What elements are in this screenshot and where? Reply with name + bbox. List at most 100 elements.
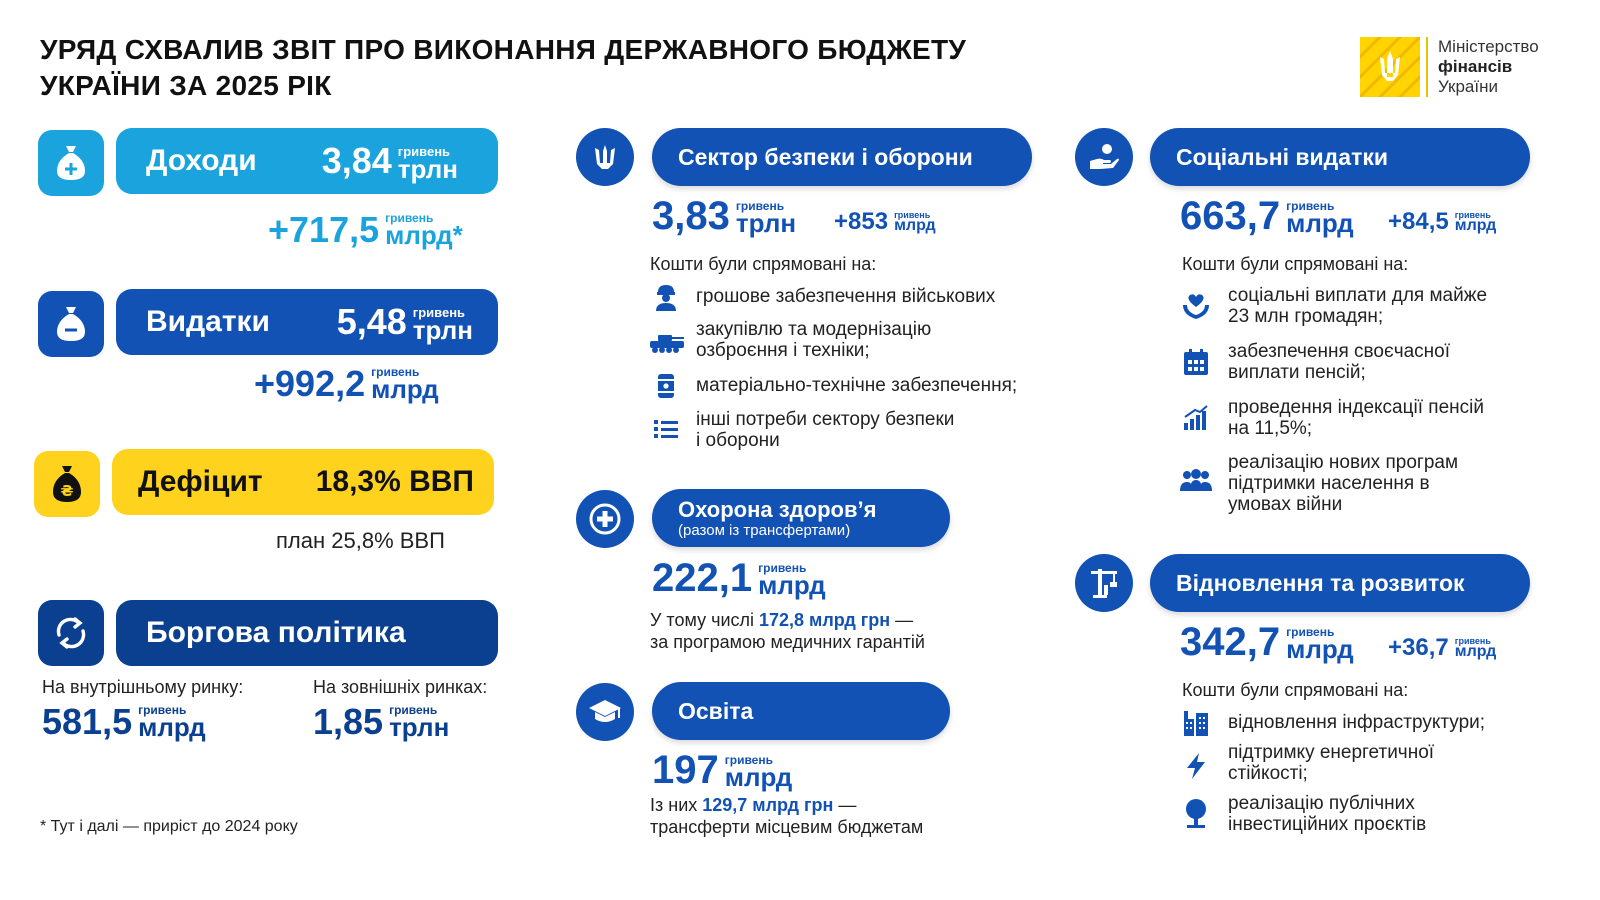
defense-title: Сектор безпеки і оборони	[652, 128, 1032, 186]
recovery-item-1: відновлення інфраструктури;	[1228, 712, 1485, 733]
money-bag-plus-icon	[38, 130, 104, 196]
currency-label: гривень	[1286, 625, 1335, 639]
debt-label: Боргова політика	[146, 616, 406, 649]
debt-bar: Боргова політика	[116, 600, 498, 666]
graduation-cap-icon	[576, 683, 634, 741]
defense-item-4: інші потреби сектору безпеки і оборони	[696, 409, 954, 451]
defense-item-3: матеріально-технічне забезпечення;	[696, 375, 1017, 396]
recovery-increase: +36,7 гривень млрд	[1388, 636, 1496, 660]
deficit-plan: план 25,8% ВВП	[276, 528, 445, 553]
debt-domestic-amount: 581,5	[42, 701, 133, 742]
revenue-increase-unit: млрд*	[385, 220, 463, 250]
deficit-value: 18,3% ВВП	[315, 465, 474, 498]
svg-text:₴: ₴	[61, 482, 74, 500]
social-item-3-line2: на 11,5%;	[1228, 418, 1313, 439]
crane-icon	[1075, 554, 1133, 612]
currency-label: гривень	[1454, 210, 1491, 220]
tree-icon	[1180, 798, 1212, 830]
defense-item-3-text: матеріально-технічне забезпечення;	[696, 375, 1018, 396]
page-title-line2: УКРАЇНИ ЗА 2025 РІК	[40, 70, 332, 101]
health-note-suffix: —	[890, 610, 914, 630]
deficit-bar: Дефіцит 18,3% ВВП	[112, 449, 494, 515]
defense-increase-amount: +853	[834, 208, 889, 235]
defense-value: 3,83 гривень трлн	[652, 196, 796, 236]
revenue-amount: 3,84	[321, 140, 392, 181]
recovery-amount: 342,7	[1180, 620, 1281, 664]
recovery-value: 342,7 гривень млрд	[1180, 622, 1354, 662]
hand-care-icon	[1075, 128, 1133, 186]
revenue-unit: трлн	[397, 154, 458, 184]
social-item-4: реалізацію нових програм підтримки насел…	[1228, 452, 1458, 515]
social-item-4-line2: підтримки населення в	[1228, 473, 1430, 494]
education-note: Із них 129,7 млрд грн — трансферти місце…	[650, 794, 923, 838]
education-title: Освіта	[652, 682, 950, 740]
currency-label: гривень	[138, 703, 187, 717]
defense-item-2-line2: озброєння і техніки;	[696, 340, 870, 361]
currency-label: гривень	[758, 561, 807, 575]
logo-divider	[1426, 37, 1428, 97]
debt-domestic-value: 581,5 гривень млрд	[42, 701, 206, 742]
debt-domestic-label: На внутрішньому ринку:	[42, 677, 244, 697]
page-title: УРЯД СХВАЛИВ ЗВІТ ПРО ВИКОНАННЯ ДЕРЖАВНО…	[40, 32, 1160, 104]
health-title: Охорона здоров’я	[678, 496, 877, 522]
social-item-3: проведення індексації пенсій на 11,5%;	[1228, 397, 1484, 439]
currency-label: гривень	[1454, 636, 1491, 646]
education-note-highlight: 129,7 млрд грн	[702, 795, 834, 815]
recovery-item-3: реалізацію публічних інвестиційних проєк…	[1228, 793, 1426, 835]
calendar-icon	[1180, 346, 1212, 378]
currency-label: гривень	[371, 365, 420, 379]
recovery-increase-unit: млрд	[1454, 643, 1497, 660]
recovery-item-2-line2: стійкості;	[1228, 763, 1308, 784]
recovery-item-1-text: відновлення інфраструктури;	[1228, 712, 1486, 733]
education-unit: млрд	[724, 762, 793, 792]
health-unit: млрд	[758, 570, 826, 600]
buildings-icon	[1180, 707, 1212, 739]
trident-icon	[576, 128, 634, 186]
recovery-item-3-line2: інвестиційних проєктів	[1228, 814, 1427, 835]
social-item-2: забезпечення своєчасної виплати пенсій;	[1228, 341, 1450, 383]
debt-external-label: На зовнішніх ринках:	[313, 677, 488, 697]
education-note-suffix: —	[833, 795, 857, 815]
expenditure-increase-amount: +992,2	[254, 363, 366, 404]
social-increase-amount: +84,5	[1388, 208, 1449, 235]
currency-label: гривень	[397, 144, 451, 159]
social-directed-label: Кошти були спрямовані на:	[1182, 254, 1409, 274]
logo-line2: фінансів	[1438, 57, 1513, 76]
deficit-label: Дефіцит	[138, 465, 263, 498]
health-subtitle: (разом із трансфертами)	[678, 521, 851, 539]
social-item-1: соціальні виплати для майже 23 млн грома…	[1228, 285, 1487, 327]
ministry-logo: Міністерство фінансів України	[1360, 37, 1570, 101]
social-increase: +84,5 гривень млрд	[1388, 210, 1496, 234]
medical-cross-icon	[576, 490, 634, 548]
education-value: 197 гривень млрд	[652, 750, 792, 790]
currency-label: гривень	[1286, 199, 1335, 213]
tank-icon	[648, 327, 686, 359]
defense-item-2: закупівлю та модернізацію озброєння і те…	[696, 319, 931, 361]
social-item-4-line3: умовах війни	[1228, 494, 1343, 515]
revenue-increase-amount: +717,5	[268, 209, 380, 250]
health-note-highlight: 172,8 млрд грн	[759, 610, 891, 630]
social-item-1-line2: 23 млн громадян;	[1228, 306, 1384, 327]
social-increase-unit: млрд	[1454, 217, 1497, 234]
logo-line3: України	[1438, 77, 1498, 96]
recovery-unit: млрд	[1286, 634, 1354, 664]
social-item-2-line1: забезпечення своєчасної	[1228, 341, 1450, 362]
growth-chart-icon	[1180, 402, 1212, 434]
defense-item-4-line2: і оборони	[696, 430, 780, 451]
defense-item-2-line1: закупівлю та модернізацію	[696, 319, 932, 340]
social-title: Соціальні видатки	[1150, 128, 1530, 186]
expenditure-value: 5,48 гривень трлн	[337, 301, 473, 343]
trident-logo-icon	[1360, 37, 1420, 97]
health-note-line2: за програмою медичних гарантій	[650, 632, 925, 652]
debt-domestic-unit: млрд	[138, 712, 206, 742]
revenue-value: 3,84 гривень трлн	[322, 140, 458, 182]
defense-unit: трлн	[735, 208, 797, 238]
debt-external-amount: 1,85	[313, 701, 384, 742]
currency-label: гривень	[412, 305, 466, 320]
education-note-prefix: Із них	[650, 795, 703, 815]
health-value: 222,1 гривень млрд	[652, 558, 826, 598]
expenditure-bar: Видатки 5,48 гривень трлн	[116, 289, 498, 355]
social-value: 663,7 гривень млрд	[1180, 196, 1354, 236]
hryvnia-bag-icon: ₴	[34, 451, 100, 517]
defense-increase-unit: млрд	[894, 217, 936, 234]
